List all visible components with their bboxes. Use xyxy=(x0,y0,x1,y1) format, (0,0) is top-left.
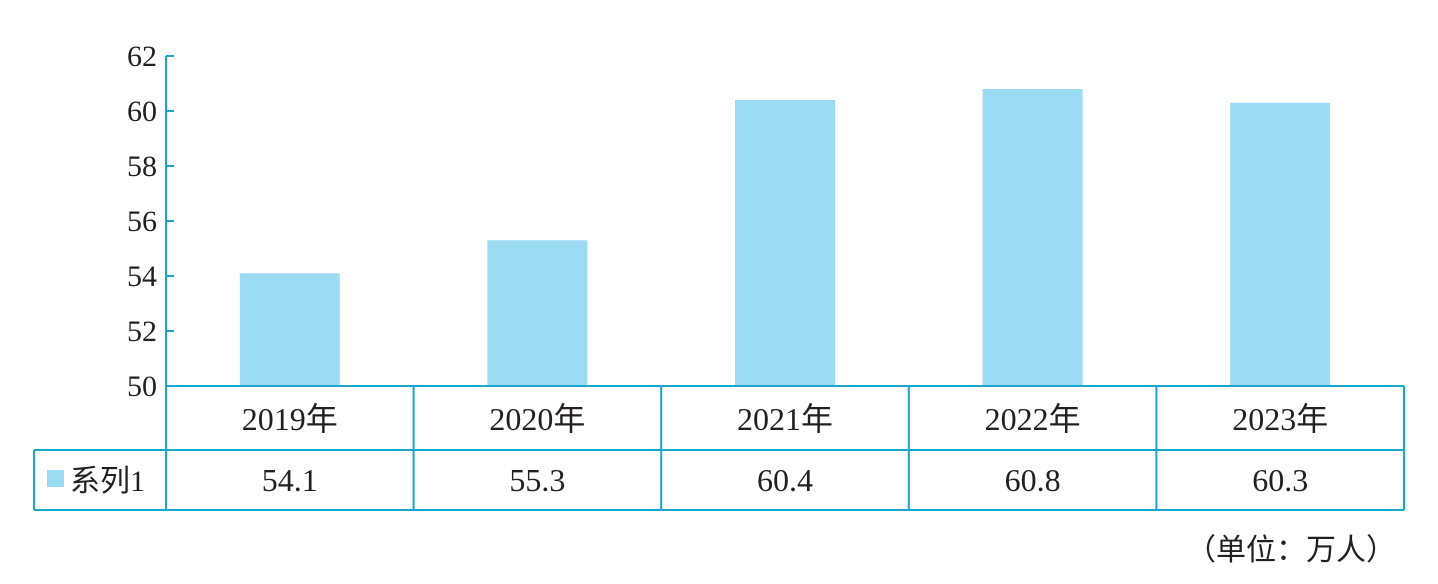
unit-note: （单位：万人） xyxy=(1186,534,1396,567)
bar-2022年 xyxy=(982,89,1083,386)
bar-2020年 xyxy=(487,240,588,386)
y-tick-label-60: 60 xyxy=(127,95,157,128)
bar-2021年 xyxy=(735,100,835,386)
y-tick-label-54: 54 xyxy=(127,260,157,293)
legend-label-series-1: 系列1 xyxy=(70,465,145,498)
data-label-2020年: 55.3 xyxy=(509,462,565,498)
data-label-2021年: 60.4 xyxy=(757,462,813,498)
data-label-2023年: 60.3 xyxy=(1252,462,1308,498)
bar-2023年 xyxy=(1230,102,1331,386)
bars xyxy=(239,89,1331,386)
y-tick-label-58: 58 xyxy=(127,150,157,183)
y-tick-label-56: 56 xyxy=(127,205,157,238)
category-label-2020年: 2020年 xyxy=(489,401,585,437)
data-table-text: 2019年 54.1 2020年 55.3 2021年 60.4 2022年 60.8 2023… xyxy=(242,401,1328,498)
y-tick-label-52: 52 xyxy=(127,315,157,348)
legend-swatch-series-1 xyxy=(47,470,64,487)
category-label-2021年: 2021年 xyxy=(737,401,833,437)
y-tick-label-50: 50 xyxy=(127,370,157,403)
data-label-2019年: 54.1 xyxy=(262,462,318,498)
data-label-2022年: 60.8 xyxy=(1005,462,1061,498)
category-label-2022年: 2022年 xyxy=(985,401,1081,437)
bar-2019年 xyxy=(239,273,340,386)
data-table-grid xyxy=(33,385,1405,511)
category-label-2019年: 2019年 xyxy=(242,401,338,437)
y-tick-label-62: 62 xyxy=(127,40,157,73)
y-axis-ticks: 50 52 54 56 58 60 62 xyxy=(127,40,174,510)
category-label-2023年: 2023年 xyxy=(1232,401,1328,437)
